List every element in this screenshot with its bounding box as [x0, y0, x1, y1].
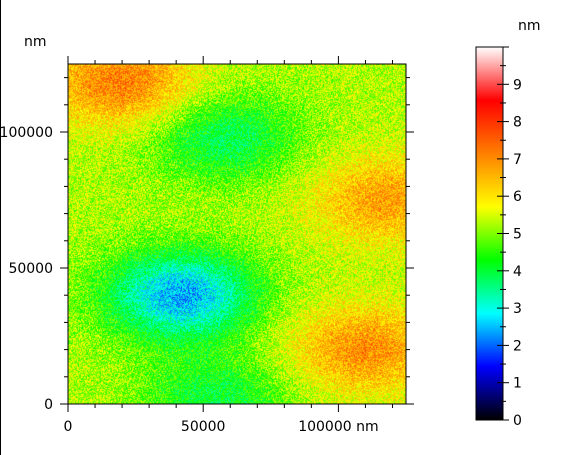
x-axis-tick-label: 50000 — [181, 419, 226, 435]
colorbar-tick-label: 6 — [513, 189, 522, 205]
x-axis-tick-label: 100000 nm — [298, 419, 378, 435]
colorbar: 0 1 2 3 4 5 6 7 8 9 nm — [475, 18, 541, 429]
y-axis-tick-label: 0 — [44, 397, 53, 413]
colorbar-tick-label: 1 — [513, 376, 522, 392]
plot-frame — [67, 63, 407, 405]
x-axis-tick-labels: 0 50000 100000 nm — [64, 419, 379, 435]
y-axis-tick-label: 100000 — [0, 125, 53, 141]
colorbar-tick-label: 9 — [513, 77, 522, 93]
y-axis-unit-label: nm — [24, 34, 47, 50]
colorbar-tick-label: 4 — [513, 264, 522, 280]
height-map-image — [68, 64, 406, 404]
window-left-border — [0, 0, 1, 455]
x-axis-tick-label: 0 — [64, 419, 73, 435]
plot-ticks — [60, 56, 414, 412]
colorbar-tick-label: 8 — [513, 115, 522, 131]
colorbar-unit-label: nm — [518, 18, 541, 34]
colorbar-tick-label: 7 — [513, 152, 522, 168]
colorbar-ticks: 0 1 2 3 4 5 6 7 8 9 — [497, 46, 522, 429]
y-axis-tick-labels: 0 50000 100000 — [0, 125, 53, 413]
colorbar-tick-label: 2 — [513, 338, 522, 354]
plot-area: 0 50000 100000 nm 0 50000 100000 nm — [0, 34, 414, 435]
colorbar-tick-label: 5 — [513, 227, 522, 243]
colorbar-tick-label: 3 — [513, 301, 522, 317]
y-axis-tick-label: 50000 — [8, 261, 53, 277]
colorbar-tick-label: 0 — [513, 413, 522, 429]
